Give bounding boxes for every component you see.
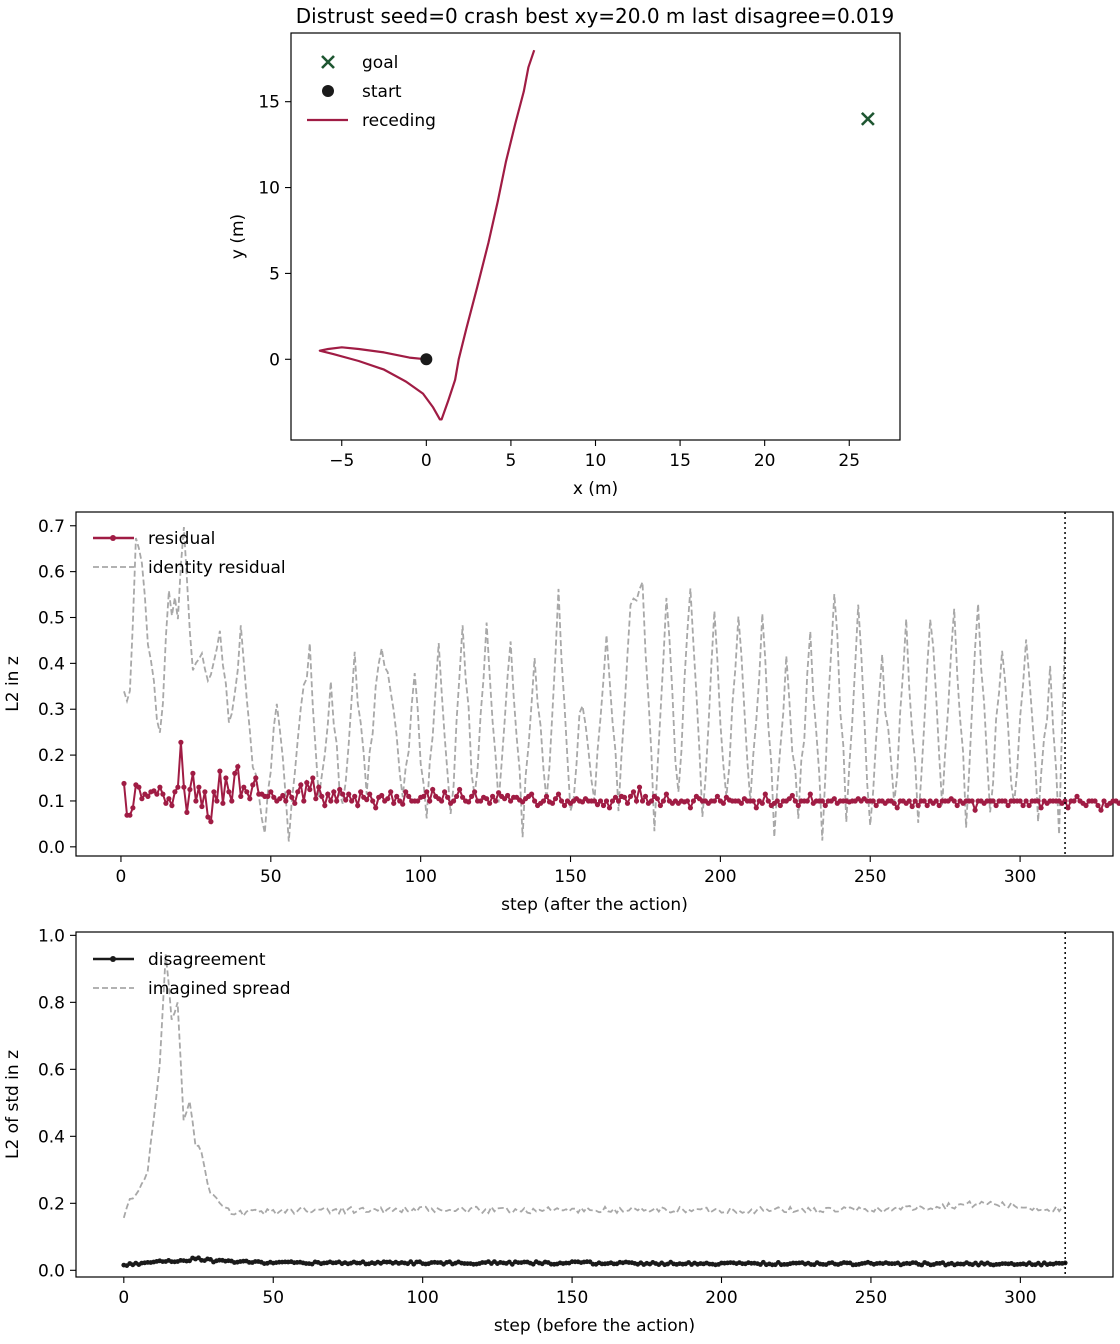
chart-2: 0 50 100 150 200 250 300 0.0 0.2 0.4 0.6 0.8 1.0 step… [3, 926, 1114, 1336]
y-tick-label: 0.6 [38, 563, 65, 583]
legend-disagreement-marker [110, 956, 116, 962]
x-tick-label: 50 [260, 867, 282, 887]
legend-residual-label: residual [148, 529, 215, 549]
x-tick-label: 25 [838, 451, 860, 471]
chart-title: Distrust seed=0 crash best xy=20.0 m las… [296, 4, 894, 28]
legend-identity-label: identity residual [148, 558, 286, 578]
legend-goal-label: goal [362, 53, 398, 73]
plot-frame [75, 931, 1114, 1278]
x-tick-label: 0 [116, 867, 127, 887]
x-axis-label: step (after the action) [501, 895, 688, 915]
x-tick-label: 150 [556, 1288, 588, 1308]
chart-1: 0 50 100 150 200 250 300 0.0 0.1 0.2 0.3 0.4 0.5 0.6 0… [3, 511, 1120, 915]
legend-goal-marker [321, 55, 335, 69]
x-tick-label: 100 [404, 867, 436, 887]
y-axis-label: L2 of std in z [3, 1050, 23, 1159]
legend-start-marker [322, 85, 334, 97]
y-tick-label: 0.7 [38, 517, 65, 537]
y-tick-label: 5 [269, 264, 280, 284]
x-tick-label: 200 [704, 867, 736, 887]
x-tick-label: 10 [585, 451, 607, 471]
y-tick-label: 0.1 [38, 792, 65, 812]
y-axis-label: y (m) [228, 214, 248, 259]
x-tick-label: 0 [118, 1288, 129, 1308]
y-tick-label: 0 [269, 350, 280, 370]
residual-line [123, 742, 1120, 825]
legend: goal start receding [307, 53, 436, 131]
legend-residual-marker [110, 535, 116, 541]
legend-receding-label: receding [362, 111, 436, 131]
y-tick-label: 0.4 [38, 654, 65, 674]
x-tick-label: 100 [406, 1288, 438, 1308]
y-tick-label: 0.4 [38, 1127, 65, 1147]
y-tick-label: 0.0 [38, 838, 65, 858]
y-tick-label: 0.2 [38, 746, 65, 766]
legend-start-label: start [362, 82, 402, 102]
x-tick-label: 20 [754, 451, 776, 471]
y-tick-label: 0.0 [38, 1261, 65, 1281]
y-tick-label: 0.3 [38, 700, 65, 720]
legend-spread-label: imagined spread [148, 979, 291, 999]
goal-marker [860, 111, 875, 126]
imagined-spread-line [122, 954, 1066, 1219]
y-tick-label: 0.2 [38, 1194, 65, 1214]
x-tick-label: 15 [669, 451, 691, 471]
x-tick-label: 250 [855, 1288, 887, 1308]
chart-0: −5 0 5 10 15 20 25 0 5 10 15 x (m) y (m) goal start rec… [228, 32, 901, 499]
legend: disagreement imagined spread [93, 950, 291, 999]
x-tick-label: 150 [554, 867, 586, 887]
x-tick-label: 300 [1004, 867, 1036, 887]
x-tick-label: 200 [705, 1288, 737, 1308]
x-tick-label: −5 [329, 451, 354, 471]
y-tick-label: 10 [258, 179, 280, 199]
y-tick-label: 0.8 [38, 993, 65, 1013]
y-tick-label: 1.0 [38, 926, 65, 946]
legend-disagreement-label: disagreement [148, 950, 266, 970]
x-axis-label: step (before the action) [494, 1316, 695, 1336]
y-axis-label: L2 in z [3, 656, 23, 712]
y-tick-label: 15 [258, 93, 280, 113]
x-tick-label: 300 [1004, 1288, 1036, 1308]
disagreement-line [123, 1256, 1066, 1267]
y-tick-label: 0.6 [38, 1060, 65, 1080]
legend: residual identity residual [93, 529, 286, 578]
y-tick-label: 0.5 [38, 608, 65, 628]
receding-line [318, 49, 536, 421]
x-axis-label: x (m) [573, 479, 618, 499]
start-marker [420, 353, 433, 366]
plot-frame [75, 511, 1114, 857]
x-tick-label: 5 [506, 451, 517, 471]
x-tick-label: 250 [854, 867, 886, 887]
x-tick-label: 50 [262, 1288, 284, 1308]
x-tick-label: 0 [421, 451, 432, 471]
